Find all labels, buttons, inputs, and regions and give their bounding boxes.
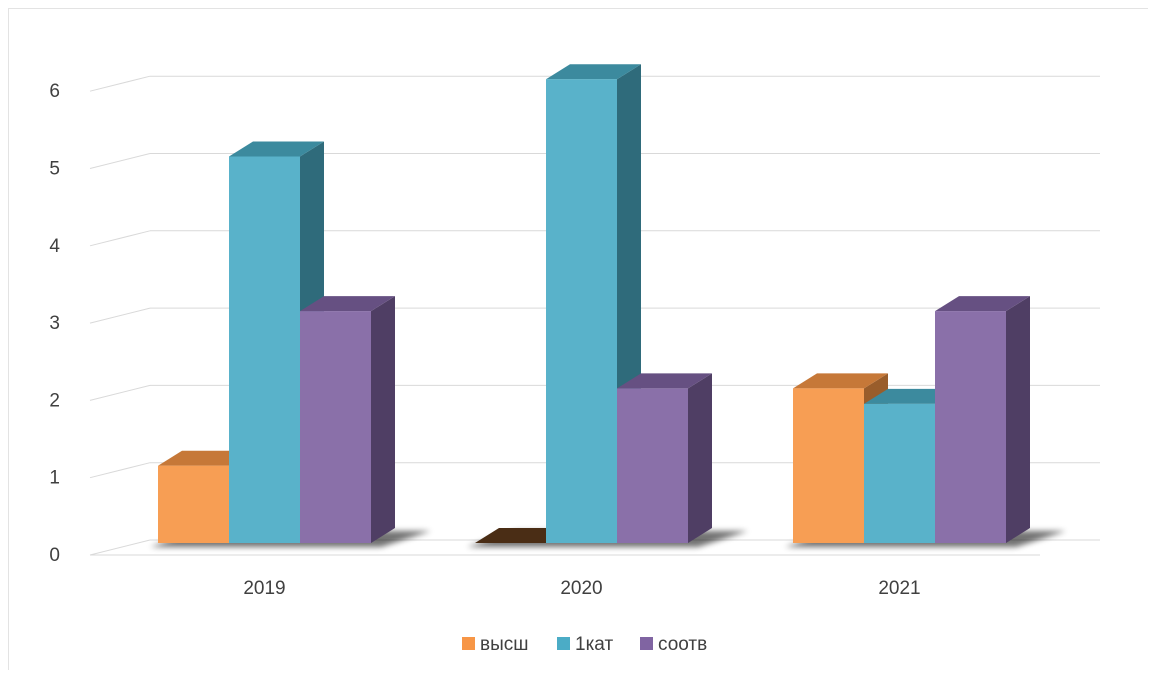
bar: [617, 373, 712, 543]
x-tick-label: 2021: [878, 578, 920, 599]
legend-item: 1кат: [557, 634, 613, 655]
y-tick-label: 2: [49, 390, 60, 411]
legend-label: 1кат: [575, 634, 613, 655]
y-tick-label: 3: [49, 313, 60, 334]
x-axis-tick-labels: 2019 2020 2021: [243, 578, 920, 599]
legend: высш 1кат соотв: [462, 634, 707, 655]
y-tick-label: 4: [49, 236, 60, 257]
legend-label: высш: [480, 634, 529, 655]
chart-frame: [8, 8, 1148, 670]
bar: [300, 296, 395, 543]
y-tick-label: 0: [49, 545, 60, 566]
legend-swatch: [462, 637, 475, 650]
legend-item: соотв: [640, 634, 707, 655]
y-axis-tick-labels: 0 1 2 3 4 5 6: [49, 81, 60, 566]
legend-item: высш: [462, 634, 529, 655]
x-tick-label: 2019: [243, 578, 285, 599]
y-tick-label: 5: [49, 159, 60, 180]
legend-label: соотв: [658, 634, 707, 655]
bar: [935, 296, 1030, 543]
bars: [150, 64, 1066, 547]
legend-swatch: [557, 637, 570, 650]
y-tick-label: 1: [49, 468, 60, 489]
legend-swatch: [640, 637, 653, 650]
x-tick-label: 2020: [560, 578, 602, 599]
y-tick-label: 6: [49, 81, 60, 102]
